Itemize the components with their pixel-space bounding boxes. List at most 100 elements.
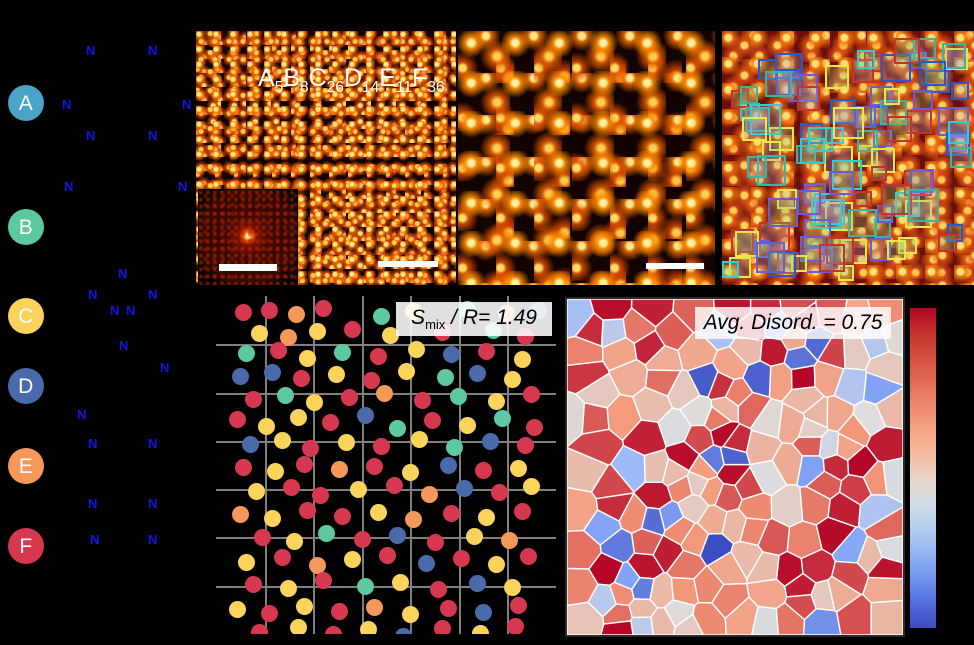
fft-inset[interactable] [198,189,298,285]
grid-line-horizontal [216,537,556,539]
detection-box [825,65,849,89]
legend-badge-f[interactable]: F [8,528,44,564]
scatter-dot [308,322,326,340]
scatter-dot [315,572,333,590]
scatter-dot [372,438,390,456]
atom-label-n: N [148,496,158,511]
detection-box [945,48,968,70]
legend-badge-label: B [18,215,34,239]
scatter-dot [244,576,262,594]
grid-line-vertical [265,296,267,634]
scatter-dot [523,478,541,496]
voronoi-cell [870,599,903,635]
stm-detection-panel[interactable] [722,31,974,285]
voronoi-cell [696,504,728,535]
detection-box [887,116,912,142]
scatter-dot [264,510,281,528]
scatter-dot [459,416,477,434]
detection-box [919,61,946,86]
detection-box [768,198,798,227]
legend-badge-e[interactable]: E [8,448,44,484]
grid-line-vertical [459,296,461,634]
scatter-dot [408,341,425,359]
scatter-dot [388,419,406,437]
stm-overview-panel[interactable]: A5B8C26D14E11F36 [196,31,456,285]
atom-label-n: N [110,303,120,318]
detection-box [881,54,911,82]
scatter-dot [385,477,403,495]
scatter-dot [289,409,307,427]
formula-subscript: 11 [395,79,413,96]
scatter-dot [350,481,368,499]
legend-badge-d[interactable]: D [8,368,44,404]
atom-label-n: N [86,43,96,58]
scatter-dot [475,461,493,479]
scatter-dot [228,600,246,618]
scatter-dot [494,410,512,428]
detection-box [870,238,891,261]
scatter-dot [366,457,384,475]
detection-box [950,147,972,168]
scatter-dot [235,304,253,322]
disorder-voronoi-panel[interactable]: Avg. Disord. = 0.75 [565,297,905,637]
legend-badge-c[interactable]: C [8,298,44,334]
scatter-dot [449,387,467,405]
voronoi-cell [861,576,903,604]
mixing-entropy-scatter-panel[interactable]: Smix / R= 1.49 [216,296,556,634]
scatter-dot [456,480,473,498]
legend-badge-a[interactable]: A [8,85,44,121]
detection-box [797,190,821,215]
voronoi-cell [567,486,599,532]
scatter-dot [331,460,349,478]
disorder-label-text: Avg. Disord. = 0.75 [703,311,883,334]
scatter-dot [228,411,246,429]
legend-badge-b[interactable]: B [8,209,44,245]
detection-box [722,261,739,278]
voronoi-cell [609,444,646,494]
atom-label-n: N [64,179,74,194]
legend-badge-label: C [18,304,34,328]
scatter-dot [372,308,390,326]
scatter-dot [337,434,355,452]
scatter-dot [283,479,301,497]
stm-zoom-panel[interactable] [458,31,715,285]
voronoi-cell [630,616,655,635]
voronoi-cell [601,336,638,372]
scatter-dot [465,527,483,545]
scatter-dot [433,620,451,634]
atom-label-n: N [178,179,188,194]
scatter-dot [286,532,304,550]
scatter-dot [430,581,448,599]
scatter-dot [331,602,349,620]
scatter-dot [356,578,374,596]
grid-line-vertical [362,296,364,634]
scatter-dot [257,417,275,435]
voronoi-cell [742,359,772,399]
voronoi-cell [835,593,872,635]
legend-badge-label: A [18,91,34,115]
scatter-dot [328,366,345,384]
detection-box [880,100,907,125]
detection-box [884,88,900,105]
scatter-dot [273,431,291,449]
scatter-dot [388,526,406,544]
detection-box [925,70,950,93]
scatter-dot [238,553,256,571]
scatter-dot-layer [216,296,556,634]
scatter-dot [452,550,470,568]
scatter-dot [507,618,525,634]
atom-label-n: N [148,43,158,58]
smix-label-box: Smix / R= 1.49 [396,302,552,336]
scatter-dot [305,393,323,411]
fft-scalebar [219,264,277,271]
detection-box [788,74,818,102]
atom-label-n: N [148,436,158,451]
disorder-colorbar[interactable] [910,308,936,628]
detection-box [819,244,845,272]
scatter-dot [248,483,265,501]
scatter-dot [318,524,336,542]
scatter-dot [353,530,371,548]
formula-element: B [283,64,300,92]
scatter-dot [264,363,281,381]
scatter-dot [369,504,387,522]
